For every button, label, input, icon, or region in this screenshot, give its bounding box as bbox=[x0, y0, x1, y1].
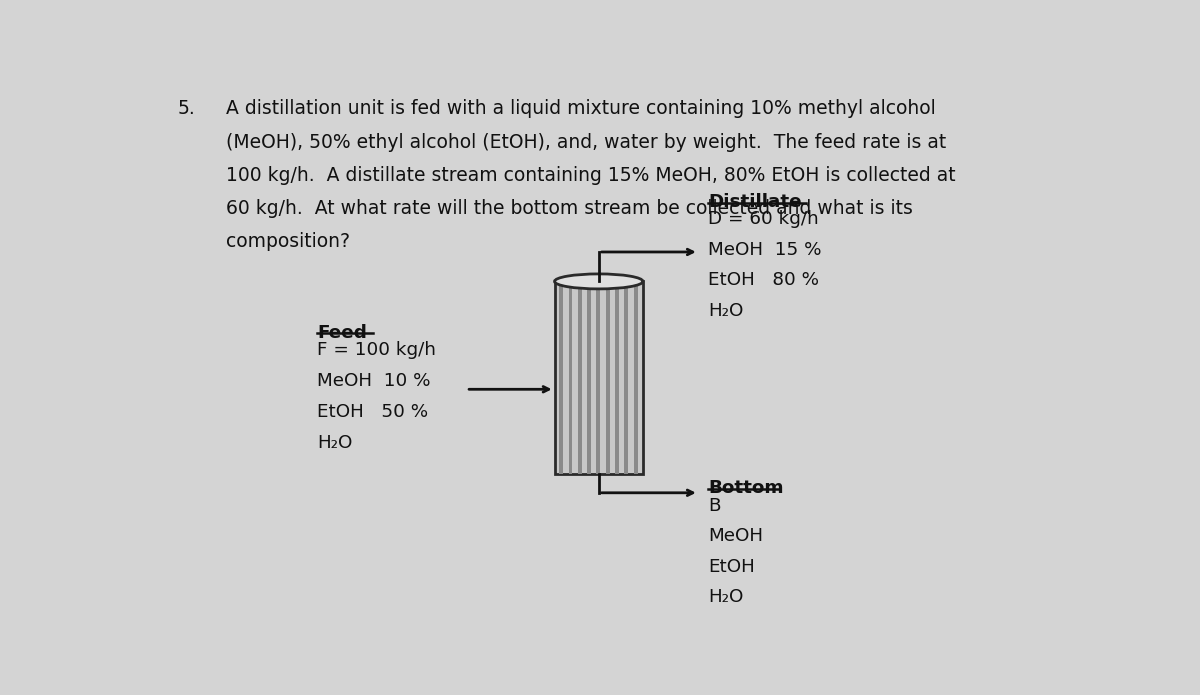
Text: EtOH: EtOH bbox=[708, 557, 755, 575]
Text: EtOH   50 %: EtOH 50 % bbox=[317, 403, 428, 421]
Text: EtOH   80 %: EtOH 80 % bbox=[708, 271, 818, 289]
Bar bbox=[554, 281, 643, 474]
Bar bbox=[559, 281, 563, 474]
Text: H₂O: H₂O bbox=[708, 588, 743, 606]
Ellipse shape bbox=[554, 274, 643, 289]
Bar bbox=[578, 281, 582, 474]
Text: Distillate: Distillate bbox=[708, 193, 802, 211]
Text: MeOH  15 %: MeOH 15 % bbox=[708, 240, 822, 259]
Bar bbox=[616, 281, 619, 474]
Bar bbox=[596, 281, 600, 474]
Text: B: B bbox=[708, 496, 720, 514]
Bar bbox=[606, 281, 610, 474]
Text: 100 kg/h.  A distillate stream containing 15% MeOH, 80% EtOH is collected at: 100 kg/h. A distillate stream containing… bbox=[227, 166, 956, 185]
Text: 5.: 5. bbox=[178, 99, 196, 118]
Text: MeOH: MeOH bbox=[708, 527, 763, 545]
Text: MeOH  10 %: MeOH 10 % bbox=[317, 372, 431, 390]
Text: composition?: composition? bbox=[227, 232, 350, 251]
Text: Feed: Feed bbox=[317, 324, 367, 342]
Text: (MeOH), 50% ethyl alcohol (EtOH), and, water by weight.  The feed rate is at: (MeOH), 50% ethyl alcohol (EtOH), and, w… bbox=[227, 133, 947, 152]
Text: H₂O: H₂O bbox=[708, 302, 743, 320]
Text: D = 60 kg/h: D = 60 kg/h bbox=[708, 210, 818, 228]
Bar bbox=[569, 281, 572, 474]
Bar bbox=[587, 281, 592, 474]
Text: F = 100 kg/h: F = 100 kg/h bbox=[317, 341, 437, 359]
Text: 60 kg/h.  At what rate will the bottom stream be collected and what is its: 60 kg/h. At what rate will the bottom st… bbox=[227, 199, 913, 218]
Bar bbox=[634, 281, 637, 474]
Text: A distillation unit is fed with a liquid mixture containing 10% methyl alcohol: A distillation unit is fed with a liquid… bbox=[227, 99, 936, 118]
Text: H₂O: H₂O bbox=[317, 434, 353, 452]
Bar bbox=[624, 281, 629, 474]
Text: Bottom: Bottom bbox=[708, 480, 784, 498]
